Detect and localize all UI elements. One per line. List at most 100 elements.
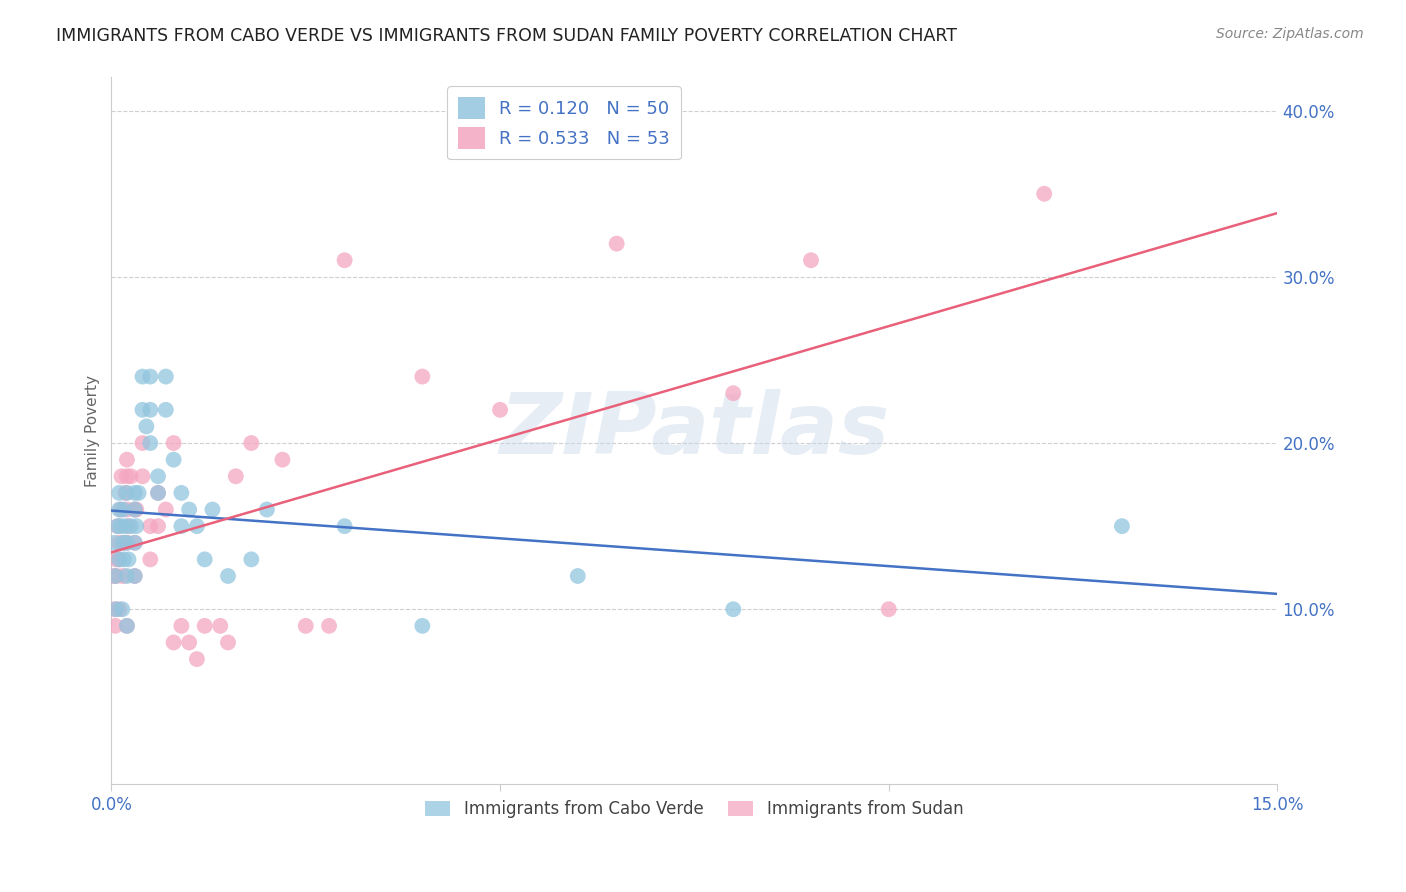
Point bbox=[179, 635, 201, 649]
Point bbox=[110, 469, 132, 483]
Point bbox=[194, 619, 217, 633]
Point bbox=[186, 519, 208, 533]
Point bbox=[105, 552, 128, 566]
Point bbox=[139, 519, 162, 533]
Point bbox=[105, 569, 128, 583]
Point bbox=[155, 502, 177, 516]
Y-axis label: Family Poverty: Family Poverty bbox=[86, 375, 100, 487]
Point bbox=[108, 552, 131, 566]
Point bbox=[155, 402, 177, 417]
Point bbox=[318, 619, 340, 633]
Point bbox=[115, 486, 138, 500]
Point bbox=[124, 502, 146, 516]
Point bbox=[103, 602, 125, 616]
Point bbox=[194, 552, 217, 566]
Point bbox=[124, 535, 146, 549]
Text: Source: ZipAtlas.com: Source: ZipAtlas.com bbox=[1216, 27, 1364, 41]
Point bbox=[124, 535, 146, 549]
Point bbox=[139, 552, 162, 566]
Point bbox=[117, 519, 139, 533]
Point bbox=[117, 552, 139, 566]
Point bbox=[108, 486, 131, 500]
Point bbox=[115, 452, 138, 467]
Point bbox=[271, 452, 294, 467]
Point bbox=[877, 602, 900, 616]
Point bbox=[489, 402, 512, 417]
Point bbox=[170, 486, 193, 500]
Point bbox=[107, 519, 129, 533]
Point bbox=[723, 386, 745, 401]
Point bbox=[115, 619, 138, 633]
Point bbox=[104, 569, 127, 583]
Point bbox=[1033, 186, 1056, 201]
Point bbox=[115, 535, 138, 549]
Point bbox=[104, 619, 127, 633]
Point bbox=[411, 369, 433, 384]
Point bbox=[103, 569, 125, 583]
Point bbox=[112, 552, 135, 566]
Point bbox=[333, 253, 356, 268]
Point bbox=[162, 635, 184, 649]
Point bbox=[240, 436, 263, 450]
Point bbox=[115, 619, 138, 633]
Point bbox=[170, 519, 193, 533]
Point bbox=[411, 619, 433, 633]
Point bbox=[131, 436, 153, 450]
Point bbox=[108, 602, 131, 616]
Point bbox=[800, 253, 823, 268]
Point bbox=[128, 486, 150, 500]
Point bbox=[567, 569, 589, 583]
Point bbox=[294, 619, 316, 633]
Point bbox=[240, 552, 263, 566]
Point bbox=[139, 436, 162, 450]
Point bbox=[170, 619, 193, 633]
Point bbox=[225, 469, 247, 483]
Text: ZIPatlas: ZIPatlas bbox=[499, 389, 890, 472]
Point bbox=[125, 519, 148, 533]
Point bbox=[112, 535, 135, 549]
Point bbox=[131, 402, 153, 417]
Point bbox=[108, 502, 131, 516]
Point bbox=[124, 569, 146, 583]
Point bbox=[186, 652, 208, 666]
Point bbox=[201, 502, 224, 516]
Point bbox=[217, 635, 239, 649]
Point bbox=[125, 502, 148, 516]
Point bbox=[120, 469, 142, 483]
Point bbox=[103, 535, 125, 549]
Point bbox=[110, 519, 132, 533]
Point bbox=[115, 469, 138, 483]
Point bbox=[114, 519, 136, 533]
Point bbox=[139, 402, 162, 417]
Point bbox=[105, 602, 128, 616]
Point bbox=[162, 452, 184, 467]
Point bbox=[209, 619, 232, 633]
Point bbox=[146, 486, 169, 500]
Point bbox=[723, 602, 745, 616]
Point bbox=[146, 486, 169, 500]
Point bbox=[131, 369, 153, 384]
Point bbox=[108, 535, 131, 549]
Point bbox=[155, 369, 177, 384]
Point bbox=[111, 602, 134, 616]
Point bbox=[112, 502, 135, 516]
Legend: Immigrants from Cabo Verde, Immigrants from Sudan: Immigrants from Cabo Verde, Immigrants f… bbox=[419, 794, 970, 825]
Point bbox=[115, 569, 138, 583]
Point bbox=[146, 519, 169, 533]
Point bbox=[179, 502, 201, 516]
Point bbox=[124, 502, 146, 516]
Point bbox=[135, 419, 157, 434]
Point bbox=[107, 519, 129, 533]
Point bbox=[606, 236, 628, 251]
Text: IMMIGRANTS FROM CABO VERDE VS IMMIGRANTS FROM SUDAN FAMILY POVERTY CORRELATION C: IMMIGRANTS FROM CABO VERDE VS IMMIGRANTS… bbox=[56, 27, 957, 45]
Point bbox=[114, 486, 136, 500]
Point bbox=[112, 569, 135, 583]
Point bbox=[115, 502, 138, 516]
Point bbox=[333, 519, 356, 533]
Point bbox=[1111, 519, 1133, 533]
Point bbox=[217, 569, 239, 583]
Point bbox=[256, 502, 278, 516]
Point bbox=[124, 569, 146, 583]
Point bbox=[112, 535, 135, 549]
Point bbox=[110, 502, 132, 516]
